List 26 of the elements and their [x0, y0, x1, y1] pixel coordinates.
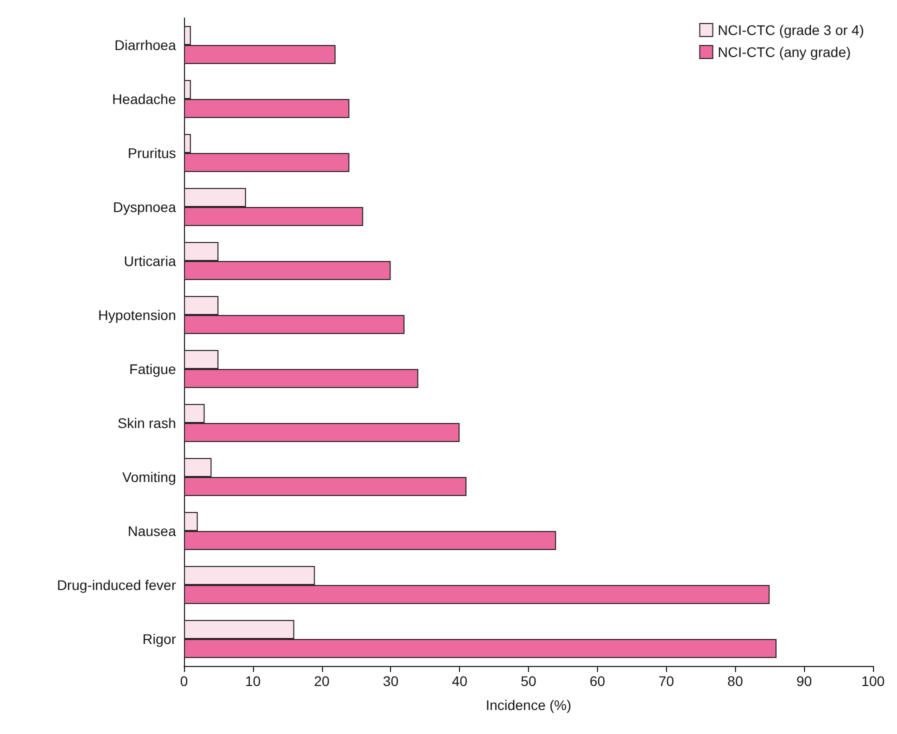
x-tick-label: 0: [180, 673, 188, 689]
y-tick-label: Headache: [112, 91, 176, 107]
y-tick-label: Hypotension: [98, 307, 176, 323]
y-tick-label: Vomiting: [122, 469, 176, 485]
x-tick-label: 50: [520, 673, 536, 689]
y-tick-label: Dyspnoea: [112, 199, 176, 215]
x-tick-label: 90: [796, 673, 812, 689]
x-tick-label: 60: [590, 673, 606, 689]
y-tick-label: Nausea: [128, 523, 176, 539]
legend-label: NCI-CTC (grade 3 or 4): [718, 22, 864, 38]
legend-label: NCI-CTC (any grade): [718, 44, 851, 60]
y-tick-label: Drug-induced fever: [56, 577, 176, 593]
x-tick-label: 10: [245, 673, 261, 689]
x-tick-label: 40: [452, 673, 468, 689]
y-tick-label: Urticaria: [124, 253, 176, 269]
y-tick-label: Diarrhoea: [114, 37, 176, 53]
x-tick-label: 70: [658, 673, 674, 689]
x-tick-label: 20: [314, 673, 330, 689]
x-axis-title: Incidence (%): [486, 697, 572, 713]
x-tick-label: 80: [727, 673, 744, 689]
y-tick-label: Fatigue: [129, 361, 176, 377]
x-tick-label: 30: [382, 673, 399, 689]
y-tick-label: Pruritus: [128, 145, 176, 161]
y-tick-label: Rigor: [142, 631, 176, 647]
y-tick-label: Skin rash: [118, 415, 176, 431]
x-tick-label: 100: [861, 673, 885, 689]
